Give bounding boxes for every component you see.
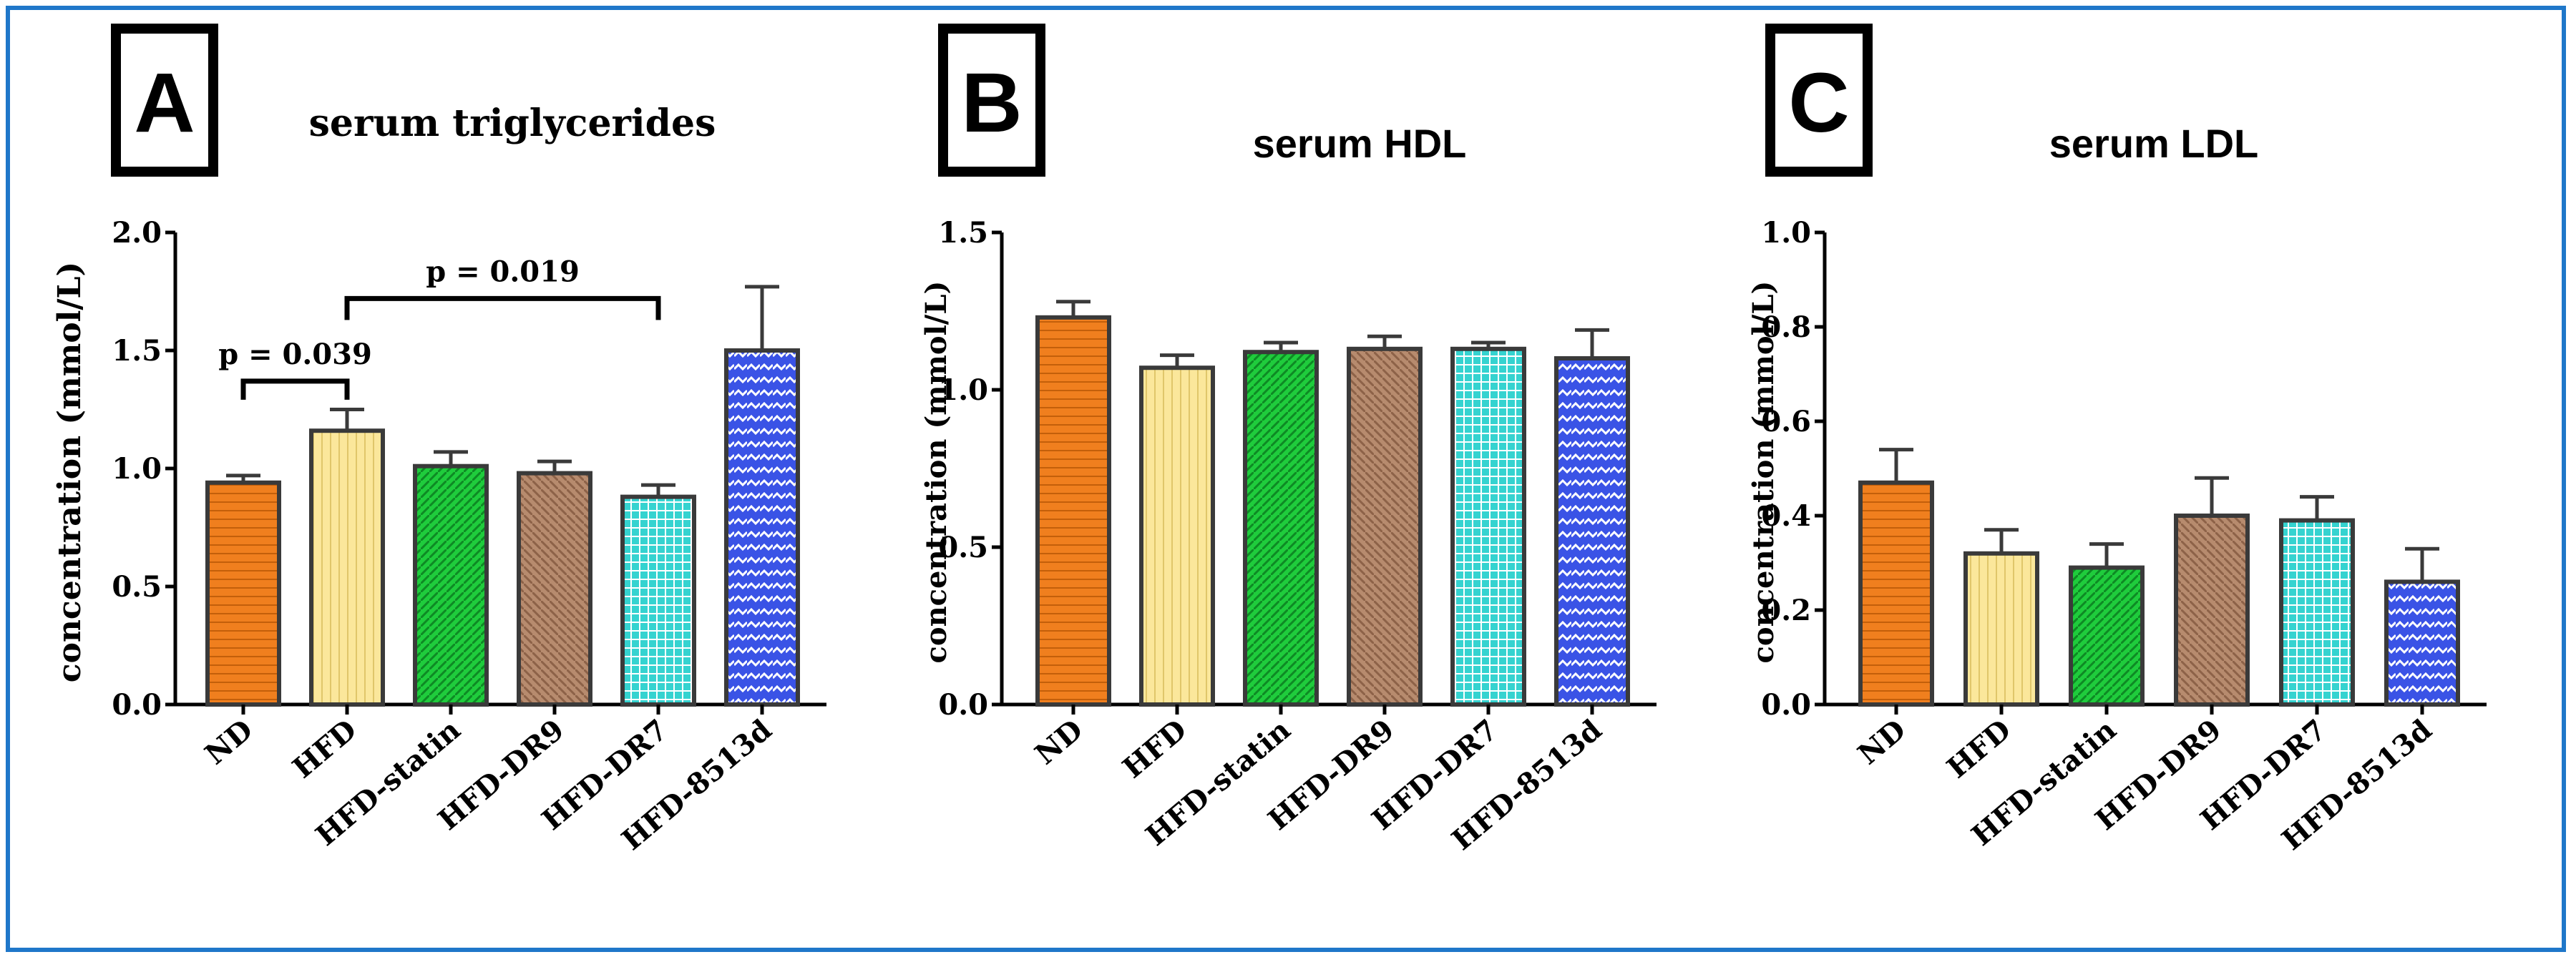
x-tick-label: HFD	[286, 713, 363, 785]
chart-B-ylabel: concentration (mmol/L)	[919, 281, 953, 664]
bar-nd	[1035, 315, 1111, 707]
y-tick-label: 0.0	[938, 688, 988, 722]
y-tick-label: 0.5	[938, 531, 988, 564]
panel-B-letter: B	[961, 56, 1022, 150]
y-tick-label: 0.4	[1761, 499, 1811, 533]
significance-bracket	[240, 378, 350, 400]
panel-B-label: B	[938, 24, 1045, 177]
panel-C-letter: C	[1788, 56, 1849, 150]
panel-A-label: A	[111, 24, 218, 177]
significance-bracket	[344, 295, 661, 320]
chart-C-plot: 0.00.20.40.60.81.0ND HFDHFD-statinHFD-DR9…	[1761, 216, 2487, 857]
y-tick-label: 0.6	[1761, 405, 1811, 438]
panel-C-label: C	[1765, 24, 1873, 177]
chart-C-title: serum LDL	[2049, 121, 2259, 166]
chart-A-ylabel: concentration (mmol/L)	[52, 262, 88, 682]
bar-nd	[1858, 480, 1934, 707]
y-tick-label: 2.0	[112, 216, 162, 250]
y-tick-label: 0.8	[1761, 310, 1811, 344]
y-tick-label: 1.0	[938, 373, 988, 407]
x-tick-label: HFD	[1116, 713, 1193, 785]
y-tick-label: 1.0	[1761, 216, 1811, 250]
chart-C-ylabel: concentration (mmol/L)	[1747, 281, 1780, 664]
y-tick-label: 1.5	[112, 334, 162, 368]
bar-hfd	[309, 428, 385, 707]
y-tick-label: 1.5	[938, 216, 988, 250]
bar-hfd-statin	[2069, 565, 2145, 707]
y-tick-label: 0.0	[1761, 688, 1811, 722]
y-tick-label: 1.0	[112, 452, 162, 486]
bar-hfd	[1963, 551, 2039, 707]
chart-A-title: serum triglycerides	[309, 102, 716, 145]
bar-hfd-dr9	[517, 471, 592, 707]
bar-hfd-8513d	[724, 348, 800, 707]
x-tick-label: HFD	[1941, 713, 2017, 785]
bar-hfd-statin	[413, 463, 489, 707]
chart-B-title: serum HDL	[1253, 121, 1467, 166]
x-tick-label: ND	[1852, 713, 1913, 772]
bar-hfd-8513d	[1554, 356, 1630, 707]
bar-nd	[205, 480, 281, 707]
chart-A-plot: 0.00.51.01.52.0ND HFDHFD-statinHFD-DR9HFD…	[112, 216, 826, 857]
significance-label: p = 0.019	[426, 255, 580, 288]
bar-hfd	[1139, 365, 1215, 707]
significance-label: p = 0.039	[218, 338, 372, 371]
bar-hfd-dr7	[620, 494, 696, 707]
bar-hfd-dr9	[1347, 346, 1423, 707]
bar-hfd-8513d	[2384, 579, 2460, 707]
x-tick-label: ND	[199, 713, 260, 772]
y-tick-label: 0.5	[112, 570, 162, 604]
bar-hfd-statin	[1243, 350, 1319, 707]
y-tick-label: 0.2	[1761, 594, 1811, 627]
bar-hfd-dr7	[2279, 518, 2355, 707]
chart-B-plot: 0.00.51.01.5ND HFDHFD-statinHFD-DR9HFD-DR…	[938, 216, 1657, 857]
bar-hfd-dr7	[1450, 346, 1526, 707]
bar-hfd-dr9	[2174, 514, 2250, 707]
panel-A-letter: A	[134, 56, 195, 150]
x-tick-label: ND	[1029, 713, 1090, 772]
y-tick-label: 0.0	[112, 688, 162, 722]
